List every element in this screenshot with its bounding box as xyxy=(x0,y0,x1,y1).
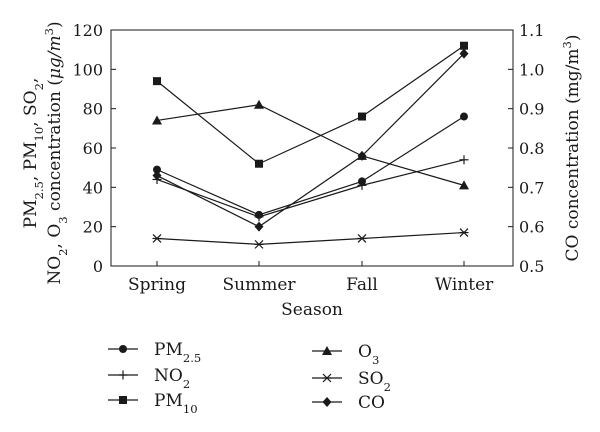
series-line-co xyxy=(156,53,465,228)
legend-label-no2: NO2 xyxy=(154,366,190,391)
data-point-no2 xyxy=(357,180,367,190)
series-pm25 xyxy=(153,112,468,219)
y-left-axis-title-line1: PM2.5, PM10, SO2, xyxy=(21,78,46,229)
series-o3 xyxy=(152,99,469,190)
data-point-co xyxy=(254,221,264,232)
series-so2 xyxy=(152,228,469,249)
legend-label-o3: O3 xyxy=(358,342,379,367)
legend-item-o3: O3 xyxy=(312,342,379,367)
data-point-pm25 xyxy=(460,112,468,121)
legend-label-pm25: PM2.5 xyxy=(154,340,201,365)
data-point-no2 xyxy=(459,155,469,165)
data-point-o3 xyxy=(459,180,469,190)
data-point-co xyxy=(459,48,469,59)
legend-marker-star xyxy=(322,373,332,383)
y-right-axis-title: CO concentration (mg/m3) xyxy=(560,34,583,261)
y-left-tick-label: 40 xyxy=(83,178,103,197)
series-co xyxy=(152,48,469,232)
y-left-tick-label: 80 xyxy=(83,100,103,119)
y-left-axis-title-line2: NO2, O3 concentration (μg/m3) xyxy=(42,21,70,284)
x-tick-label: Fall xyxy=(346,275,378,295)
legend-marker-diamond xyxy=(322,397,332,407)
data-point-co xyxy=(357,150,367,161)
legend-item-so2: SO2 xyxy=(312,369,391,394)
x-tick-label: Spring xyxy=(128,275,186,295)
legend-marker-triangle xyxy=(322,346,332,355)
y-left-tick-label: 20 xyxy=(83,218,103,237)
data-point-co xyxy=(152,170,162,181)
data-point-pm10 xyxy=(460,41,468,50)
data-point-so2 xyxy=(357,234,367,243)
y-right-tick-label: 0.9 xyxy=(519,100,544,119)
y-left-tick-label: 0 xyxy=(93,257,103,276)
legend-marker-circle xyxy=(119,345,127,353)
data-point-no2 xyxy=(254,212,264,222)
data-point-pm10 xyxy=(153,77,161,86)
data-point-pm25 xyxy=(153,165,161,174)
y-right-tick-label: 1.1 xyxy=(519,21,544,40)
y-right-tick-label: 0.7 xyxy=(519,178,544,197)
legend-label-pm10: PM10 xyxy=(154,391,198,416)
series-line-pm25 xyxy=(156,116,465,216)
series-line-so2 xyxy=(156,231,465,245)
y-right-tick-label: 1.0 xyxy=(519,60,544,79)
data-point-o3 xyxy=(152,115,162,125)
legend-item-co: CO xyxy=(312,393,385,413)
legend-item-pm10: PM10 xyxy=(108,391,198,416)
data-point-so2 xyxy=(254,239,264,249)
y-left-tick-label: 100 xyxy=(72,60,103,79)
y-left-tick-label: 60 xyxy=(83,139,103,158)
y-right-tick-label: 0.8 xyxy=(519,139,544,158)
data-point-o3 xyxy=(254,99,264,109)
series-no2 xyxy=(152,155,469,222)
x-tick-label: Summer xyxy=(222,275,296,295)
series-line-o3 xyxy=(156,104,465,186)
legend-label-so2: SO2 xyxy=(358,369,391,394)
x-tick-label: Winter xyxy=(435,275,494,295)
data-point-pm10 xyxy=(255,159,263,168)
y-left-tick-label: 120 xyxy=(72,21,103,40)
legend-marker-square xyxy=(119,396,127,404)
legend-label-co: CO xyxy=(358,393,385,413)
y-right-tick-label: 0.5 xyxy=(519,257,544,276)
legend-item-no2: NO2 xyxy=(108,366,190,391)
axes: 0 20 40 60 80 100 120 0.5 0.6 0.7 0.8 0.9 1.0 1.1 Spri… xyxy=(72,21,544,295)
series-pm10 xyxy=(153,41,468,168)
series-line-pm10 xyxy=(156,45,465,165)
x-axis-title: Season xyxy=(281,300,343,320)
series-line-no2 xyxy=(156,159,465,218)
axis-labels: Season PM2.5, PM10, SO2,NO2, O3 concentra… xyxy=(21,21,583,320)
data-point-so2 xyxy=(459,228,469,237)
series-group xyxy=(152,41,469,249)
data-point-so2 xyxy=(152,234,162,243)
data-point-pm10 xyxy=(358,112,366,121)
legend-marker-plus xyxy=(118,370,128,380)
legend-item-pm25: PM2.5 xyxy=(108,340,201,365)
y-right-tick-label: 0.6 xyxy=(519,218,544,237)
